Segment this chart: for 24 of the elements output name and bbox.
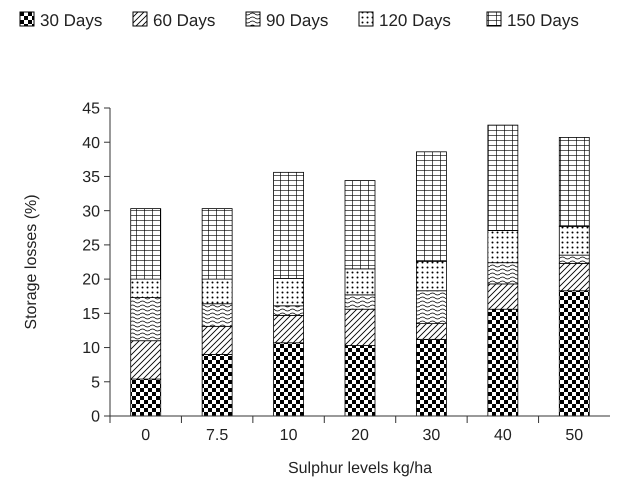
y-tick-label: 30 bbox=[82, 203, 100, 220]
x-tick-label: 20 bbox=[351, 427, 369, 444]
legend-label: 90 Days bbox=[266, 10, 328, 30]
legend-label: 120 Days bbox=[379, 10, 451, 30]
x-axis-title: Sulphur levels kg/ha bbox=[288, 460, 432, 477]
y-tick-label: 40 bbox=[82, 134, 100, 152]
y-tick-label: 10 bbox=[82, 340, 100, 358]
x-tick-label: 50 bbox=[565, 427, 584, 444]
x-tick-label: 10 bbox=[280, 427, 298, 444]
y-axis-title: Storage losses (%) bbox=[23, 194, 40, 330]
x-tick-label: 40 bbox=[494, 427, 512, 444]
x-tick-label: 7.5 bbox=[206, 427, 228, 444]
y-tick-label: 15 bbox=[82, 306, 100, 323]
y-tick-label: 35 bbox=[82, 169, 100, 186]
y-tick-label: 45 bbox=[82, 100, 100, 118]
x-tick-label: 30 bbox=[422, 427, 440, 444]
legend-label: 30 Days bbox=[40, 10, 102, 30]
y-tick-label: 5 bbox=[91, 374, 100, 392]
y-tick-label: 20 bbox=[82, 272, 100, 289]
legend-label: 150 Days bbox=[507, 10, 579, 30]
y-tick-label: 0 bbox=[91, 408, 100, 426]
y-tick-label: 25 bbox=[82, 237, 100, 254]
x-tick-label: 0 bbox=[141, 427, 150, 444]
legend-label: 60 Days bbox=[153, 10, 216, 30]
